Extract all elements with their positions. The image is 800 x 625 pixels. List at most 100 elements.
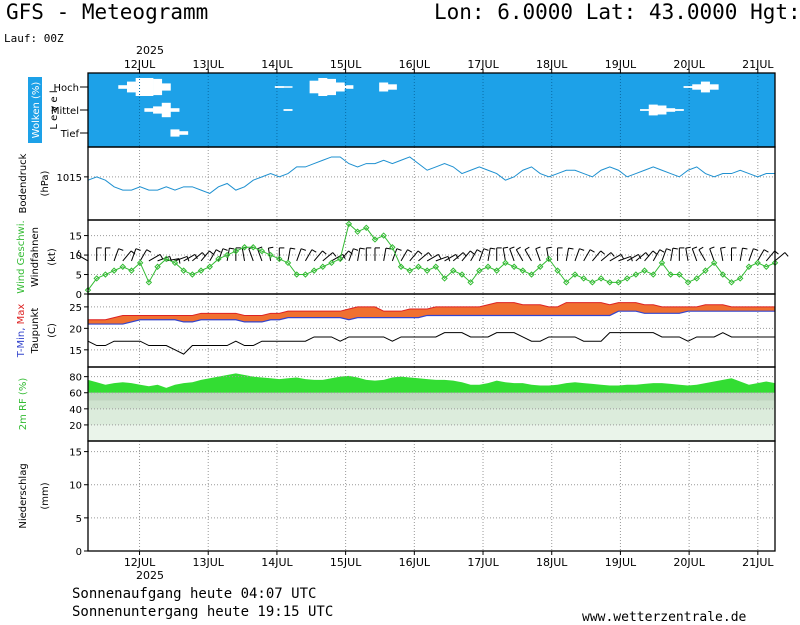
wind-speed-marker (345, 220, 353, 228)
wind-speed-marker (136, 259, 144, 267)
wind-barb (200, 250, 210, 262)
date-label-top: 12JUL (124, 58, 156, 71)
temp-unit-label: (C) (47, 323, 58, 338)
sunrise-text: Sonnenaufgang heute 04:07 UTC (72, 586, 317, 602)
page-title: GFS - Meteogramm (6, 0, 209, 24)
wind-barb-flag (385, 247, 391, 250)
wind-barb-flag (455, 254, 459, 259)
wind-barb (452, 252, 464, 262)
wind-barb (470, 249, 478, 262)
wind-speed-marker (528, 271, 535, 278)
wind-speed-marker (389, 244, 396, 251)
wind-barb-flag (290, 247, 296, 250)
wind-barb (122, 250, 132, 262)
wind-barb (357, 248, 361, 261)
temp-range-fill (88, 302, 775, 325)
cloud-block (309, 80, 319, 94)
date-label-top: 21JUL (742, 58, 774, 71)
wind-barb-flag (229, 247, 235, 250)
wind-barb (444, 253, 457, 262)
humidity-tick-label: 20 (69, 421, 82, 432)
dewpoint-line (87, 332, 775, 355)
pressure-line (87, 156, 775, 195)
wind-barb (400, 249, 408, 262)
wind-speed-marker (623, 275, 631, 282)
wind-barb (174, 255, 188, 262)
wind-barb (618, 255, 631, 262)
wind-speed-marker (310, 267, 318, 274)
precip-unit-label: (mm) (40, 482, 51, 509)
wind-barb-flag (579, 248, 585, 251)
wind-speed-marker (302, 271, 309, 278)
wind-barb (339, 250, 349, 262)
wind-barb (248, 248, 254, 262)
wind-speed-marker (545, 255, 553, 263)
wind-barb (418, 252, 429, 262)
wind-speed-marker (397, 263, 405, 270)
site-url: www.wetterzentrale.de (582, 610, 747, 625)
wind-barb-flag (159, 254, 164, 259)
wind-speed-marker (241, 244, 248, 251)
wind-tick-label: 0 (76, 290, 82, 301)
cloud-level-label: Tief (60, 129, 80, 140)
wind-barb-flag (503, 246, 509, 249)
humidity-band (88, 408, 775, 425)
date-label-top: 19JUL (605, 58, 637, 71)
wind-barb (535, 248, 541, 262)
wind-speed-marker (328, 259, 335, 267)
wind-barb (757, 249, 765, 262)
date-label-bottom: 14JUL (261, 556, 293, 569)
wind-barb-flag (490, 247, 496, 250)
date-label-top: 17JUL (467, 58, 499, 71)
date-label-bottom: 13JUL (193, 556, 225, 569)
wind-speed-marker (536, 263, 544, 270)
wind-speed-marker (519, 267, 527, 274)
humidity-tick-label: 80 (69, 373, 82, 384)
date-label-bottom: 17JUL (467, 556, 499, 569)
wind-barb (322, 252, 334, 262)
wind-barb-flag (428, 252, 433, 257)
cloud-block (274, 86, 284, 88)
wind-speed-marker (206, 263, 213, 270)
wind-barb-flag (600, 250, 605, 255)
temp-tick-label: 20 (69, 324, 82, 335)
wind-speed-marker (354, 228, 361, 235)
wind-speed-marker (737, 275, 744, 282)
wind-speed-marker (710, 259, 718, 267)
wind-barb-flag (118, 248, 124, 251)
cloud-block (179, 131, 189, 135)
wind-panel-label: Wind Geschwi. (16, 220, 27, 293)
wind-barb (709, 248, 715, 262)
wind-barb (241, 248, 246, 261)
wind-barb (698, 249, 706, 262)
wind-speed-marker (336, 255, 344, 263)
cloud-block (344, 85, 354, 89)
wind-speed-marker (580, 275, 587, 282)
humidity-panel-label: 2m RF (%) (18, 378, 29, 431)
wind-barb (502, 248, 506, 261)
wind-speed-marker (363, 224, 370, 231)
date-label-bottom: 21JUL (742, 556, 774, 569)
wind-speed-marker (128, 267, 135, 274)
wind-barb-flag (215, 249, 221, 253)
cloud-block (657, 105, 667, 115)
date-label-top: 18JUL (536, 58, 568, 71)
wind-speed-marker (684, 279, 692, 286)
wind-barb (600, 252, 612, 262)
temp-tick-label: 25 (69, 303, 82, 314)
cloud-block (666, 108, 676, 112)
precip-tick-label: 0 (76, 547, 82, 558)
wind-barb (652, 249, 661, 262)
cloud-block (318, 78, 328, 96)
wind-barb (685, 248, 689, 261)
wind-speed-marker (676, 271, 683, 278)
wind-speed-marker (276, 255, 283, 263)
cloud-block (161, 102, 171, 118)
date-label-top: 13JUL (193, 58, 225, 71)
dewpoint-label: Taupunkt (30, 308, 41, 355)
wind-barb (565, 248, 570, 261)
wind-barb (609, 253, 622, 262)
cloud-block (640, 109, 650, 111)
date-label-bottom: 15JUL (330, 556, 362, 569)
